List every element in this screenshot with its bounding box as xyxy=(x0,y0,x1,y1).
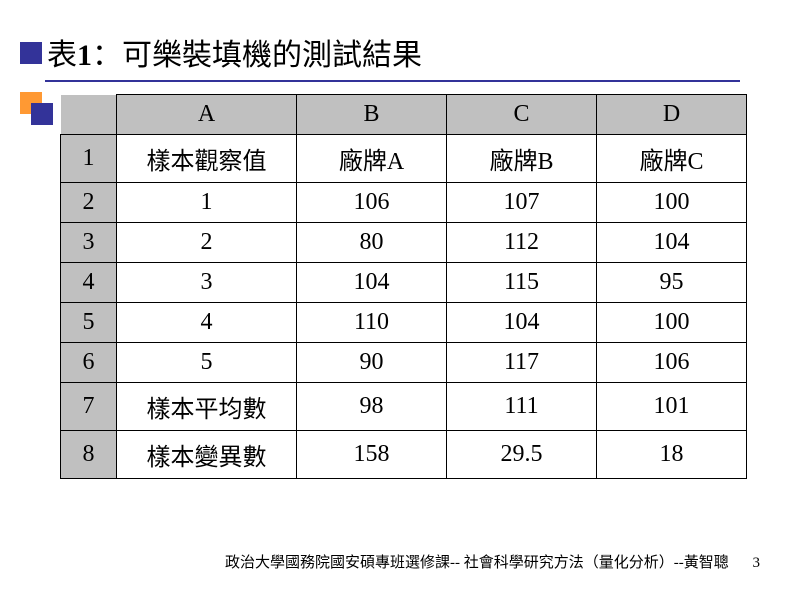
cell: 115 xyxy=(447,263,597,303)
cell: 廠牌B xyxy=(447,135,597,183)
cell: 106 xyxy=(597,343,747,383)
col-header: C xyxy=(447,95,597,135)
data-table: A B C D 1 樣本觀察值 廠牌A 廠牌B 廠牌C 2 1 106 107 … xyxy=(60,94,747,479)
cell: 98 xyxy=(297,383,447,431)
slide-title-area: 表1：可樂裝填機的測試結果 xyxy=(0,0,800,82)
cell: 樣本平均數 xyxy=(117,383,297,431)
cell: 2 xyxy=(117,223,297,263)
col-header: D xyxy=(597,95,747,135)
table-body: 1 樣本觀察值 廠牌A 廠牌B 廠牌C 2 1 106 107 100 3 2 … xyxy=(61,135,747,479)
data-table-container: A B C D 1 樣本觀察值 廠牌A 廠牌B 廠牌C 2 1 106 107 … xyxy=(60,94,740,479)
cell: 1 xyxy=(117,183,297,223)
cell: 95 xyxy=(597,263,747,303)
col-header: A xyxy=(117,95,297,135)
table-header-row: A B C D xyxy=(61,95,747,135)
title-underline xyxy=(45,80,740,82)
title-prefix: 表 xyxy=(47,39,77,72)
title-suffix: ：可樂裝填機的測試結果 xyxy=(92,39,422,72)
row-number: 1 xyxy=(61,135,117,183)
cell: 101 xyxy=(597,383,747,431)
table-row: 5 4 110 104 100 xyxy=(61,303,747,343)
cell: 104 xyxy=(447,303,597,343)
cell: 110 xyxy=(297,303,447,343)
cell: 107 xyxy=(447,183,597,223)
cell: 90 xyxy=(297,343,447,383)
row-number: 2 xyxy=(61,183,117,223)
accent-square-navy xyxy=(31,103,53,125)
cell: 4 xyxy=(117,303,297,343)
cell: 111 xyxy=(447,383,597,431)
cell: 29.5 xyxy=(447,431,597,479)
title-number: 1 xyxy=(77,39,92,72)
table-row: 6 5 90 117 106 xyxy=(61,343,747,383)
row-number: 8 xyxy=(61,431,117,479)
cell: 100 xyxy=(597,183,747,223)
cell: 106 xyxy=(297,183,447,223)
cell: 104 xyxy=(297,263,447,303)
table-row: 8 樣本變異數 158 29.5 18 xyxy=(61,431,747,479)
cell: 3 xyxy=(117,263,297,303)
page-number: 3 xyxy=(753,555,761,571)
table-row: 1 樣本觀察值 廠牌A 廠牌B 廠牌C xyxy=(61,135,747,183)
cell: 18 xyxy=(597,431,747,479)
row-number: 6 xyxy=(61,343,117,383)
cell: 100 xyxy=(597,303,747,343)
slide-footer: 政治大學國務院國安碩專班選修課-- 社會科學研究方法（量化分析）--黃智聰 3 xyxy=(225,551,760,572)
row-number: 5 xyxy=(61,303,117,343)
table-row: 7 樣本平均數 98 111 101 xyxy=(61,383,747,431)
row-number: 7 xyxy=(61,383,117,431)
cell: 117 xyxy=(447,343,597,383)
cell: 158 xyxy=(297,431,447,479)
title-bullet-square xyxy=(20,42,42,64)
cell: 樣本觀察值 xyxy=(117,135,297,183)
col-header: B xyxy=(297,95,447,135)
row-number: 4 xyxy=(61,263,117,303)
cell: 樣本變異數 xyxy=(117,431,297,479)
table-row: 2 1 106 107 100 xyxy=(61,183,747,223)
footer-text: 政治大學國務院國安碩專班選修課-- 社會科學研究方法（量化分析）--黃智聰 xyxy=(225,555,729,571)
cell: 廠牌C xyxy=(597,135,747,183)
cell: 5 xyxy=(117,343,297,383)
cell: 112 xyxy=(447,223,597,263)
table-row: 4 3 104 115 95 xyxy=(61,263,747,303)
cell: 104 xyxy=(597,223,747,263)
table-corner-cell xyxy=(61,95,117,135)
cell: 廠牌A xyxy=(297,135,447,183)
cell: 80 xyxy=(297,223,447,263)
row-number: 3 xyxy=(61,223,117,263)
table-row: 3 2 80 112 104 xyxy=(61,223,747,263)
slide-title: 表1：可樂裝填機的測試結果 xyxy=(47,39,422,72)
